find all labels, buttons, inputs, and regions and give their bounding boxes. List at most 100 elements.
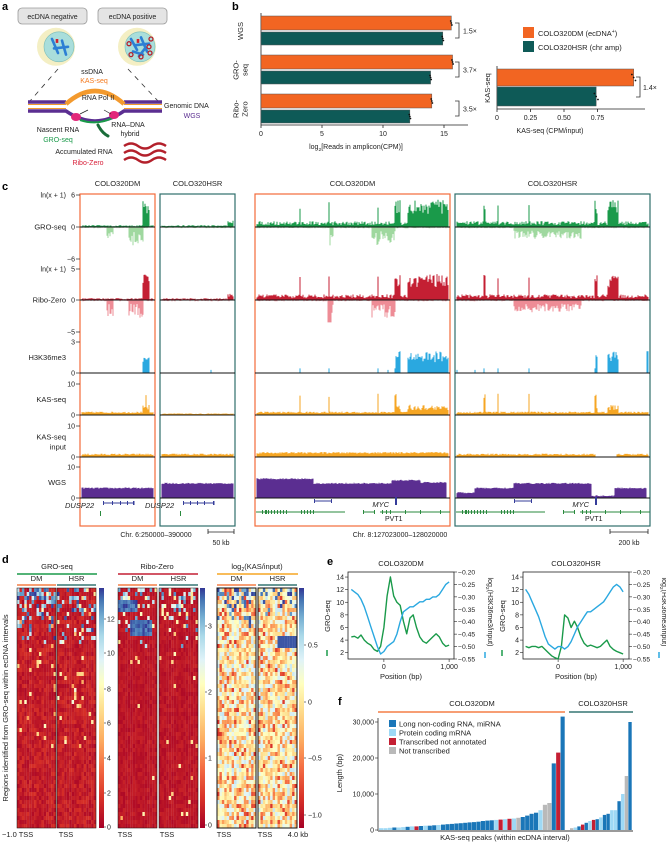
heatmap-cell — [176, 796, 179, 801]
heatmap-cell — [193, 768, 196, 773]
heatmap-cell — [19, 692, 22, 697]
heatmap-cell — [168, 588, 172, 593]
heatmap-cell — [41, 640, 44, 645]
heatmap-cell — [17, 760, 20, 765]
heatmap-cell — [26, 692, 30, 697]
heatmap-cell — [253, 612, 257, 617]
heatmap-cell — [71, 644, 75, 649]
heatmap-cell — [31, 672, 35, 677]
heatmap-cell — [130, 704, 133, 709]
heatmap-cell — [173, 768, 177, 773]
heatmap-cell — [159, 628, 162, 633]
heatmap-cell — [243, 724, 247, 729]
heatmap-cell — [93, 632, 97, 637]
heatmap-cell — [59, 652, 62, 657]
heatmap-cell — [48, 688, 52, 693]
heatmap-cell — [41, 804, 44, 809]
heatmap-cell — [253, 616, 257, 621]
heatmap-cell — [61, 808, 65, 813]
heatmap-cell — [43, 652, 47, 657]
heatmap-cell — [61, 608, 65, 613]
heatmap-cell — [159, 728, 162, 733]
heatmap-cell — [231, 700, 235, 705]
heatmap-cell — [29, 660, 32, 665]
heatmap-cell — [17, 684, 20, 689]
heatmap-cell — [31, 720, 35, 725]
heatmap-cell — [120, 624, 123, 629]
heatmap-cell — [31, 812, 35, 817]
heatmap-cell — [180, 752, 184, 757]
heatmap-cell — [43, 604, 47, 609]
heatmap-cell — [66, 612, 70, 617]
heatmap-cell — [132, 600, 136, 605]
heatmap-cell — [86, 660, 89, 665]
heatmap-cell — [173, 692, 177, 697]
heatmap-cell — [76, 772, 80, 777]
heatmap-cell — [226, 680, 230, 685]
heatmap-cell — [86, 600, 89, 605]
heatmap-cell — [217, 736, 220, 741]
heatmap-cell — [76, 644, 80, 649]
heatmap-cell — [161, 784, 164, 789]
heatmap-cell — [226, 660, 230, 665]
heatmap-cell — [251, 712, 254, 717]
heatmap-cell — [229, 736, 232, 741]
heatmap-cell — [185, 796, 189, 801]
heatmap-cell — [26, 724, 30, 729]
heatmap-cell — [176, 644, 179, 649]
heatmap-cell — [76, 740, 80, 745]
heatmap-cell — [190, 588, 194, 593]
heatmap-cell — [26, 792, 30, 797]
heatmap-cell — [91, 708, 94, 713]
heatmap-cell — [180, 756, 184, 761]
heatmap-cell — [36, 804, 40, 809]
heatmap-cell — [51, 808, 54, 813]
heatmap-cell — [251, 612, 254, 617]
heatmap-cell — [61, 680, 65, 685]
heatmap-cell — [185, 608, 189, 613]
heatmap-cell — [238, 724, 242, 729]
heatmap-cell — [86, 788, 89, 793]
heatmap-cell — [231, 704, 235, 709]
heatmap-cell — [125, 748, 128, 753]
track-label-kas-seq-input-2: input — [50, 443, 67, 452]
heatmap-cell — [163, 612, 167, 617]
heatmap-cell — [81, 796, 84, 801]
heatmap-cell — [163, 756, 167, 761]
heatmap-cell — [188, 804, 191, 809]
heatmap-cell — [64, 700, 67, 705]
heatmap-cell — [38, 808, 42, 813]
heatmap-cell — [71, 792, 75, 797]
heatmap-cell — [43, 680, 47, 685]
heatmap-cell — [19, 736, 22, 741]
heatmap-cell — [221, 708, 225, 713]
heatmap-cell — [19, 744, 22, 749]
heatmap-cell — [219, 680, 222, 685]
heatmap-cell — [41, 692, 44, 697]
heatmap-cell — [188, 692, 191, 697]
heatmap-cell — [185, 644, 189, 649]
heatmap-cell — [57, 752, 60, 757]
heatmap-cell — [243, 644, 247, 649]
heatmap-cell — [154, 704, 158, 709]
heatmap-cell — [127, 820, 131, 825]
pol-ii-arrows — [79, 109, 112, 115]
heatmap-cell — [168, 688, 172, 693]
signal-kas-seq-plus — [81, 395, 154, 415]
heatmap-cell — [83, 608, 87, 613]
heatmap-cell — [219, 712, 222, 717]
heatmap-cell — [59, 648, 62, 653]
heatmap-cell — [24, 660, 27, 665]
heatmap-cell — [193, 740, 196, 745]
heatmap-cell — [88, 804, 92, 809]
heatmap-cell — [132, 824, 136, 829]
heatmap-cell — [193, 616, 196, 621]
heatmap-cell — [34, 756, 37, 761]
heatmap-cell — [46, 652, 49, 657]
heatmap-cell — [21, 692, 25, 697]
heatmap-cell — [59, 788, 62, 793]
heatmap-cell — [88, 696, 92, 701]
heatmap-cell — [118, 692, 121, 697]
heatmap-cell — [137, 604, 141, 609]
heatmap-cell — [217, 684, 220, 689]
